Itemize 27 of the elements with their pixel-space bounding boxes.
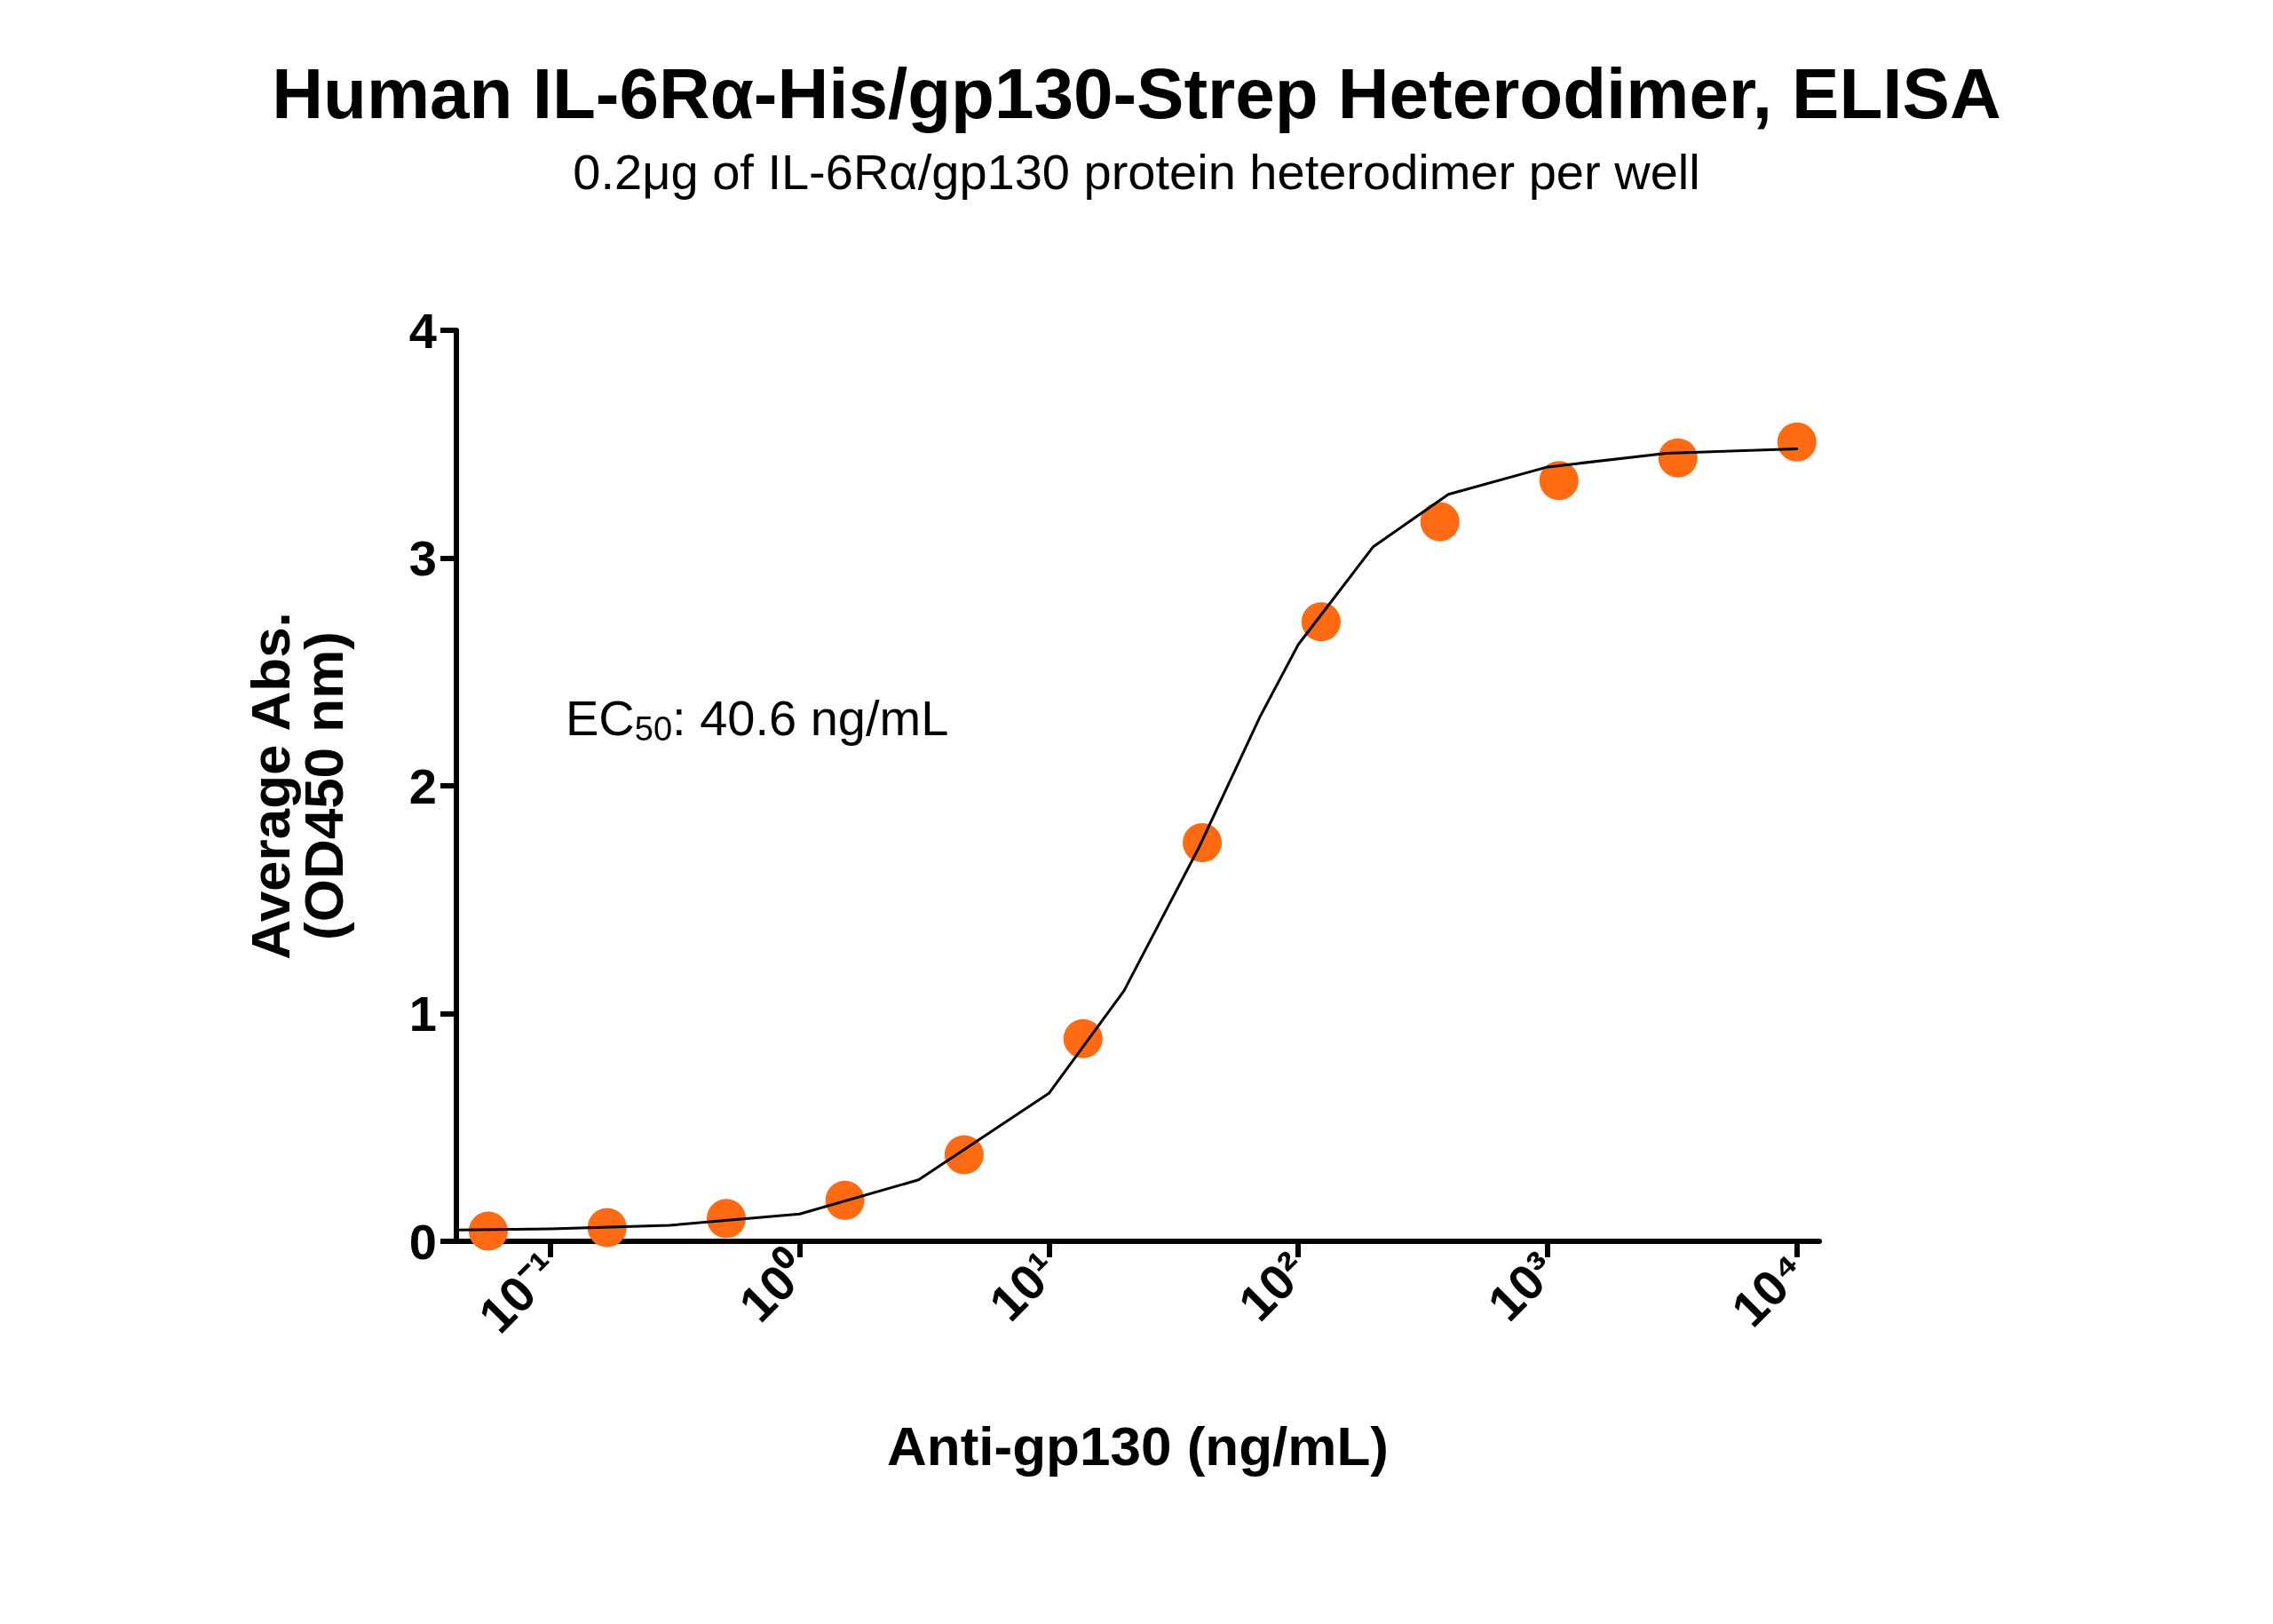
x-tick-label: 10³: [1477, 1240, 1568, 1332]
x-tick-label: 10⁰: [728, 1240, 820, 1333]
chart-subtitle: 0.2μg of IL-6Rα/gp130 protein heterodimer per well: [573, 143, 1700, 200]
point: [587, 1208, 627, 1248]
x-tick-label: 10¹: [978, 1240, 1069, 1332]
point: [1301, 602, 1341, 642]
x-tick-label: 10²: [1227, 1240, 1319, 1332]
point: [1777, 422, 1817, 462]
point: [1658, 438, 1698, 478]
point: [944, 1135, 984, 1175]
x-tick-label: 10⁻¹: [467, 1240, 571, 1343]
point: [1183, 823, 1223, 863]
y-tick-label: 1: [408, 986, 437, 1042]
x-axis-title: Anti-gp130 (ng/mL): [887, 1414, 1389, 1477]
point: [1420, 502, 1460, 542]
y-tick-label: 2: [408, 757, 437, 814]
x-tick-label: 10⁴: [1720, 1240, 1818, 1337]
y-tick-label: 3: [408, 530, 437, 586]
point: [469, 1211, 508, 1251]
chart-title: Human IL-6Rα-His/gp130-Strep Heterodimer, ELISA: [272, 53, 2001, 133]
y-tick-label: 4: [408, 302, 437, 359]
point: [707, 1199, 746, 1239]
y-tick-label: 0: [408, 1213, 437, 1270]
point: [825, 1180, 865, 1220]
point: [1539, 461, 1579, 501]
y-axis-title: Average Abs. (OD450 nm): [239, 612, 354, 960]
point: [1063, 1018, 1103, 1058]
